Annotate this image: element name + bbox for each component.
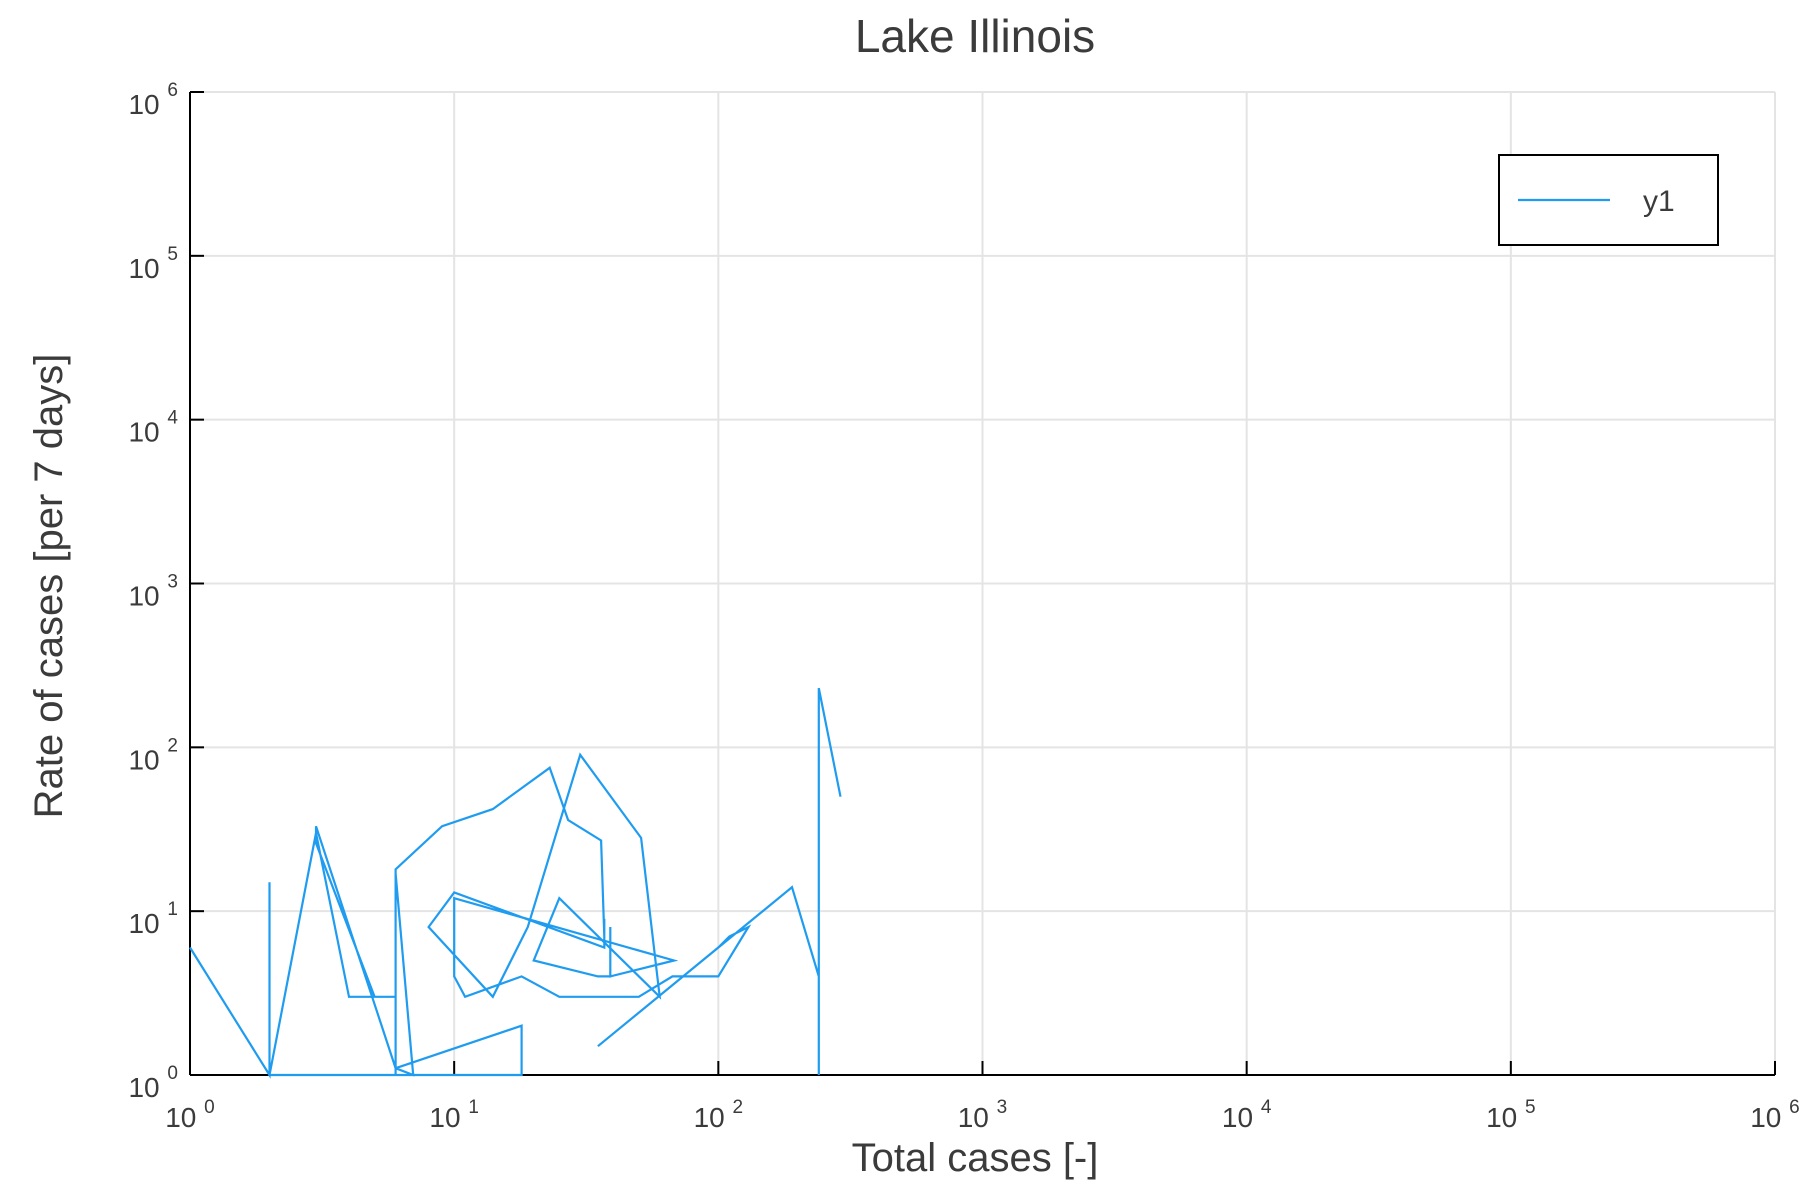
tick-labels: 10 0 10 1 10 2 10 3 10 4 10 5 10 6 10 0 10 1 10 2… bbox=[128, 80, 1799, 1133]
series-layer bbox=[189, 687, 842, 1079]
x-tick-label: 10 3 bbox=[958, 1097, 1008, 1133]
y-axis-label: Rate of cases [per 7 days] bbox=[27, 354, 71, 819]
x-tick-label: 10 2 bbox=[694, 1097, 744, 1133]
chart-title: Lake Illinois bbox=[855, 10, 1095, 62]
y-tick-label: 10 3 bbox=[128, 572, 178, 612]
y-tick-label: 10 6 bbox=[128, 80, 178, 120]
legend: y1 bbox=[1498, 154, 1719, 246]
series-line-y1 bbox=[189, 687, 842, 1079]
x-tick-label: 10 6 bbox=[1750, 1097, 1800, 1133]
x-axis-label: Total cases [-] bbox=[852, 1136, 1099, 1180]
x-tick-label: 10 0 bbox=[165, 1097, 215, 1133]
legend-label-y1: y1 bbox=[1643, 185, 1675, 218]
x-tick-label: 10 1 bbox=[429, 1097, 479, 1133]
y-tick-label: 10 5 bbox=[128, 244, 178, 284]
x-tick-label: 10 4 bbox=[1222, 1097, 1272, 1133]
y-tick-label: 10 0 bbox=[128, 1063, 178, 1103]
y-tick-label: 10 2 bbox=[128, 735, 178, 775]
y-tick-label: 10 4 bbox=[128, 408, 178, 448]
x-tick-label: 10 5 bbox=[1486, 1097, 1536, 1133]
y-tick-label: 10 1 bbox=[128, 899, 178, 939]
